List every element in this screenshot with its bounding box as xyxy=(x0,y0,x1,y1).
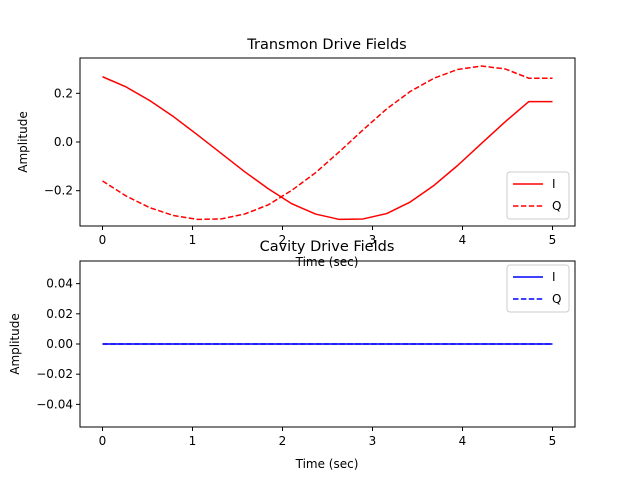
transmon-series-i-line xyxy=(102,76,553,221)
cavity-y-axis-label: Amplitude xyxy=(8,313,22,375)
transmon-series-q-line xyxy=(102,65,553,221)
transmon-y-tick-label: 0.0 xyxy=(54,135,73,149)
cavity-x-axis-label: Time (sec) xyxy=(295,457,359,471)
transmon-legend: I Q xyxy=(506,171,570,220)
cavity-y-ticks: 0.04 0.02 0.00 −0.02 −0.04 xyxy=(36,277,80,411)
transmon-series-group xyxy=(102,65,553,221)
cavity-y-tick-label: −0.02 xyxy=(36,367,73,381)
transmon-y-ticks: 0.2 0.0 −0.2 xyxy=(44,86,80,198)
transmon-legend-label-i: I xyxy=(552,177,556,191)
transmon-y-tick-label: 0.2 xyxy=(54,86,73,100)
cavity-legend: I Q xyxy=(506,264,570,313)
cavity-x-tick-label: 5 xyxy=(549,434,557,448)
cavity-plot-frame xyxy=(79,260,576,428)
transmon-x-tick-label: 1 xyxy=(189,233,197,247)
cavity-x-tick-label: 1 xyxy=(189,434,197,448)
transmon-x-tick-label: 4 xyxy=(459,233,467,247)
cavity-legend-label-q: Q xyxy=(552,292,561,306)
transmon-x-tick-label: 3 xyxy=(369,233,377,247)
transmon-y-tick-label: −0.2 xyxy=(44,184,73,198)
cavity-x-tick-label: 4 xyxy=(459,434,467,448)
transmon-plot-frame xyxy=(79,57,576,227)
cavity-y-tick-label: 0.00 xyxy=(46,337,73,351)
cavity-x-tick-label: 0 xyxy=(99,434,107,448)
cavity-x-ticks: 0 1 2 3 4 5 xyxy=(99,427,557,448)
transmon-y-axis-label: Amplitude xyxy=(16,111,30,173)
transmon-x-tick-label: 0 xyxy=(99,233,107,247)
cavity-legend-label-i: I xyxy=(552,270,556,284)
cavity-x-tick-label: 3 xyxy=(369,434,377,448)
cavity-y-tick-label: 0.02 xyxy=(46,307,73,321)
transmon-chart-title: Transmon Drive Fields xyxy=(246,37,406,53)
cavity-y-tick-label: 0.04 xyxy=(46,277,73,291)
transmon-x-axis-label: Time (sec) xyxy=(295,255,359,269)
transmon-x-tick-label: 5 xyxy=(549,233,557,247)
cavity-y-tick-label: −0.04 xyxy=(36,397,73,411)
transmon-x-ticks: 0 1 2 3 4 5 xyxy=(99,226,557,247)
transmon-x-tick-label: 2 xyxy=(279,233,287,247)
cavity-chart-title: Cavity Drive Fields xyxy=(260,239,395,255)
transmon-legend-label-q: Q xyxy=(552,199,561,213)
cavity-x-tick-label: 2 xyxy=(279,434,287,448)
